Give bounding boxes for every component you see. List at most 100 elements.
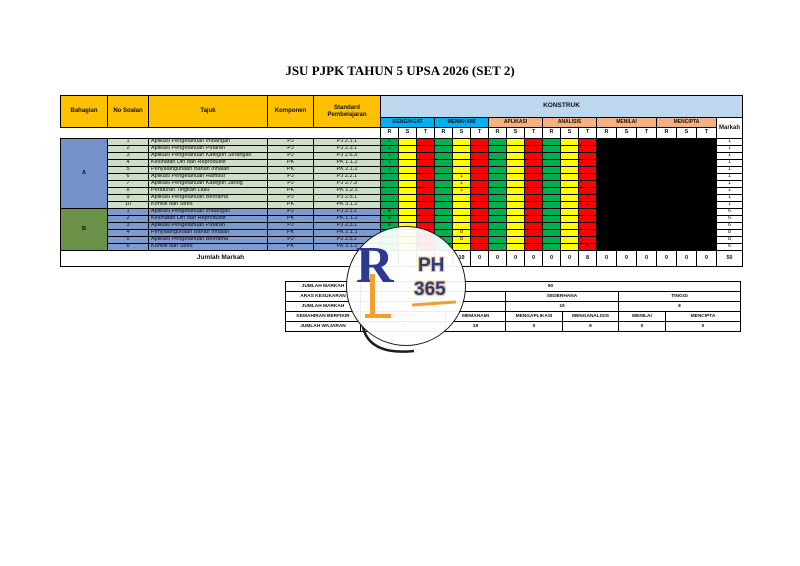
construct-cell-blackout [676,180,697,188]
construct-cell-blackout [636,166,657,174]
tajuk-cell: Konflik dan Stres [148,243,268,251]
construct-cell [416,159,435,167]
construct-cell-blackout [676,222,697,230]
construct-cell [470,173,489,181]
header-left-spacer [60,127,381,139]
construct-cell-blackout [596,152,617,160]
jumlah-value-17: 0 [696,250,717,267]
column-header-2: Tajuk [148,95,268,128]
summary-value-1-0: RENDAH [360,291,506,302]
construct-cell [524,180,543,188]
construct-cell [560,166,579,174]
construct-cell [578,152,597,160]
construct-cell-blackout [676,201,697,209]
construct-cell [506,145,525,153]
construct-cell [416,215,435,223]
table-row: 3 Aplikasi Pengetahuan Kategori Serangan P… [61,152,743,160]
standard-cell: PJ 2.5.1 [313,236,381,244]
construct-cell [380,187,399,195]
construct-cell [434,229,453,237]
construct-cell [542,236,561,244]
markah-cell: 1 [716,145,743,153]
construct-cell [560,187,579,195]
construct-cell [470,208,489,216]
question-number: 4 [107,229,149,237]
construct-cell-blackout [636,208,657,216]
construct-cell [452,215,471,223]
construct-cell [488,173,507,181]
komponen-cell: PJ [267,173,314,181]
markah-cell: 6 [716,215,743,223]
construct-cell: 1 [452,187,471,195]
tajuk-cell: Aplikasi Pengetahuan Kategori Serangan [148,152,268,160]
jumlah-value-0: 23 [380,250,399,267]
rst-header-1-2: T [470,127,489,139]
construct-cell [506,152,525,160]
construct-cell-blackout [696,145,717,153]
summary-value-4-5: 0 [665,321,741,332]
markah-cell: 1 [716,187,743,195]
construct-cell-blackout [696,138,717,146]
construct-cell [488,201,507,209]
construct-cell-blackout [656,215,677,223]
construct-cell [380,229,399,237]
komponen-cell: PK [267,243,314,251]
construct-cell-blackout [636,159,657,167]
construct-cell [524,222,543,230]
construct-cell [470,159,489,167]
construct-cell-blackout [676,229,697,237]
construct-cell-blackout [596,159,617,167]
construct-cell [452,145,471,153]
construct-cell [398,180,417,188]
construct-cell [452,222,471,230]
markah-cell: 1 [716,152,743,160]
jumlah-value-16: 0 [676,250,697,267]
jumlah-value-7: 0 [506,250,525,267]
construct-cell-blackout [596,187,617,195]
construct-cell [470,138,489,146]
rst-header-5-1: S [676,127,697,139]
tajuk-cell: Aplikasi Pengetahuan Berirama [148,194,268,202]
construct-group-header-2: APLIKASI [488,117,543,128]
page-title: JSU PJPK TAHUN 5 UPSA 2026 (SET 2) [285,63,515,78]
tajuk-cell: Aplikasi Pengetahuan Imbangan [148,138,268,146]
construct-cell [524,229,543,237]
standard-cell: PJ 2.6.3 [313,152,381,160]
construct-cell [560,173,579,181]
construct-cell [416,152,435,160]
jumlah-value-4: 19 [452,250,471,267]
jumlah-value-5: 0 [470,250,489,267]
construct-cell [506,215,525,223]
jumlah-value-11: 8 [578,250,597,267]
header-row-main: Bahagian No Soalan Tajuk Komponen Standard P… [60,95,743,128]
construct-cell-blackout [696,215,717,223]
summary-row-label: JUMLAH MARKAH [285,301,361,312]
construct-cell [416,208,435,216]
rst-header-3-1: S [560,127,579,139]
construct-cell-blackout [596,194,617,202]
construct-cell [578,222,597,230]
construct-cell [578,180,597,188]
question-number: 1 [107,208,149,216]
construct-cell-blackout [696,222,717,230]
markah-column-header: Markah [716,117,743,139]
construct-cell-blackout [636,229,657,237]
construct-cell [506,138,525,146]
summary-row: JUMLAH MARKAH 23 19 8 [285,301,741,312]
construct-cell-blackout [696,166,717,174]
rst-header-5-2: T [696,127,717,139]
komponen-cell: PJ [267,145,314,153]
jumlah-value-14: 0 [636,250,657,267]
construct-cell [398,215,417,223]
construct-cell [542,152,561,160]
summary-row-label: KEMAHIRAN BERFIKIR [285,311,361,322]
construct-cell-blackout [636,152,657,160]
markah-cell: 8 [716,229,743,237]
construct-cell [380,243,399,251]
construct-cell-blackout [596,173,617,181]
construct-cell: 6 [380,222,399,230]
jumlah-markah-row: Jumlah Markah 23 0 0 0 19 0 0 0 0 0 0 8 0 0 0 0 0 0 50 [60,250,743,267]
jumlah-value-10: 0 [560,250,579,267]
komponen-cell: PJ [267,180,314,188]
table-row: 3 Aplikasi Pengetahuan Putaran PJ PJ 2.3.1 6… [61,222,743,230]
